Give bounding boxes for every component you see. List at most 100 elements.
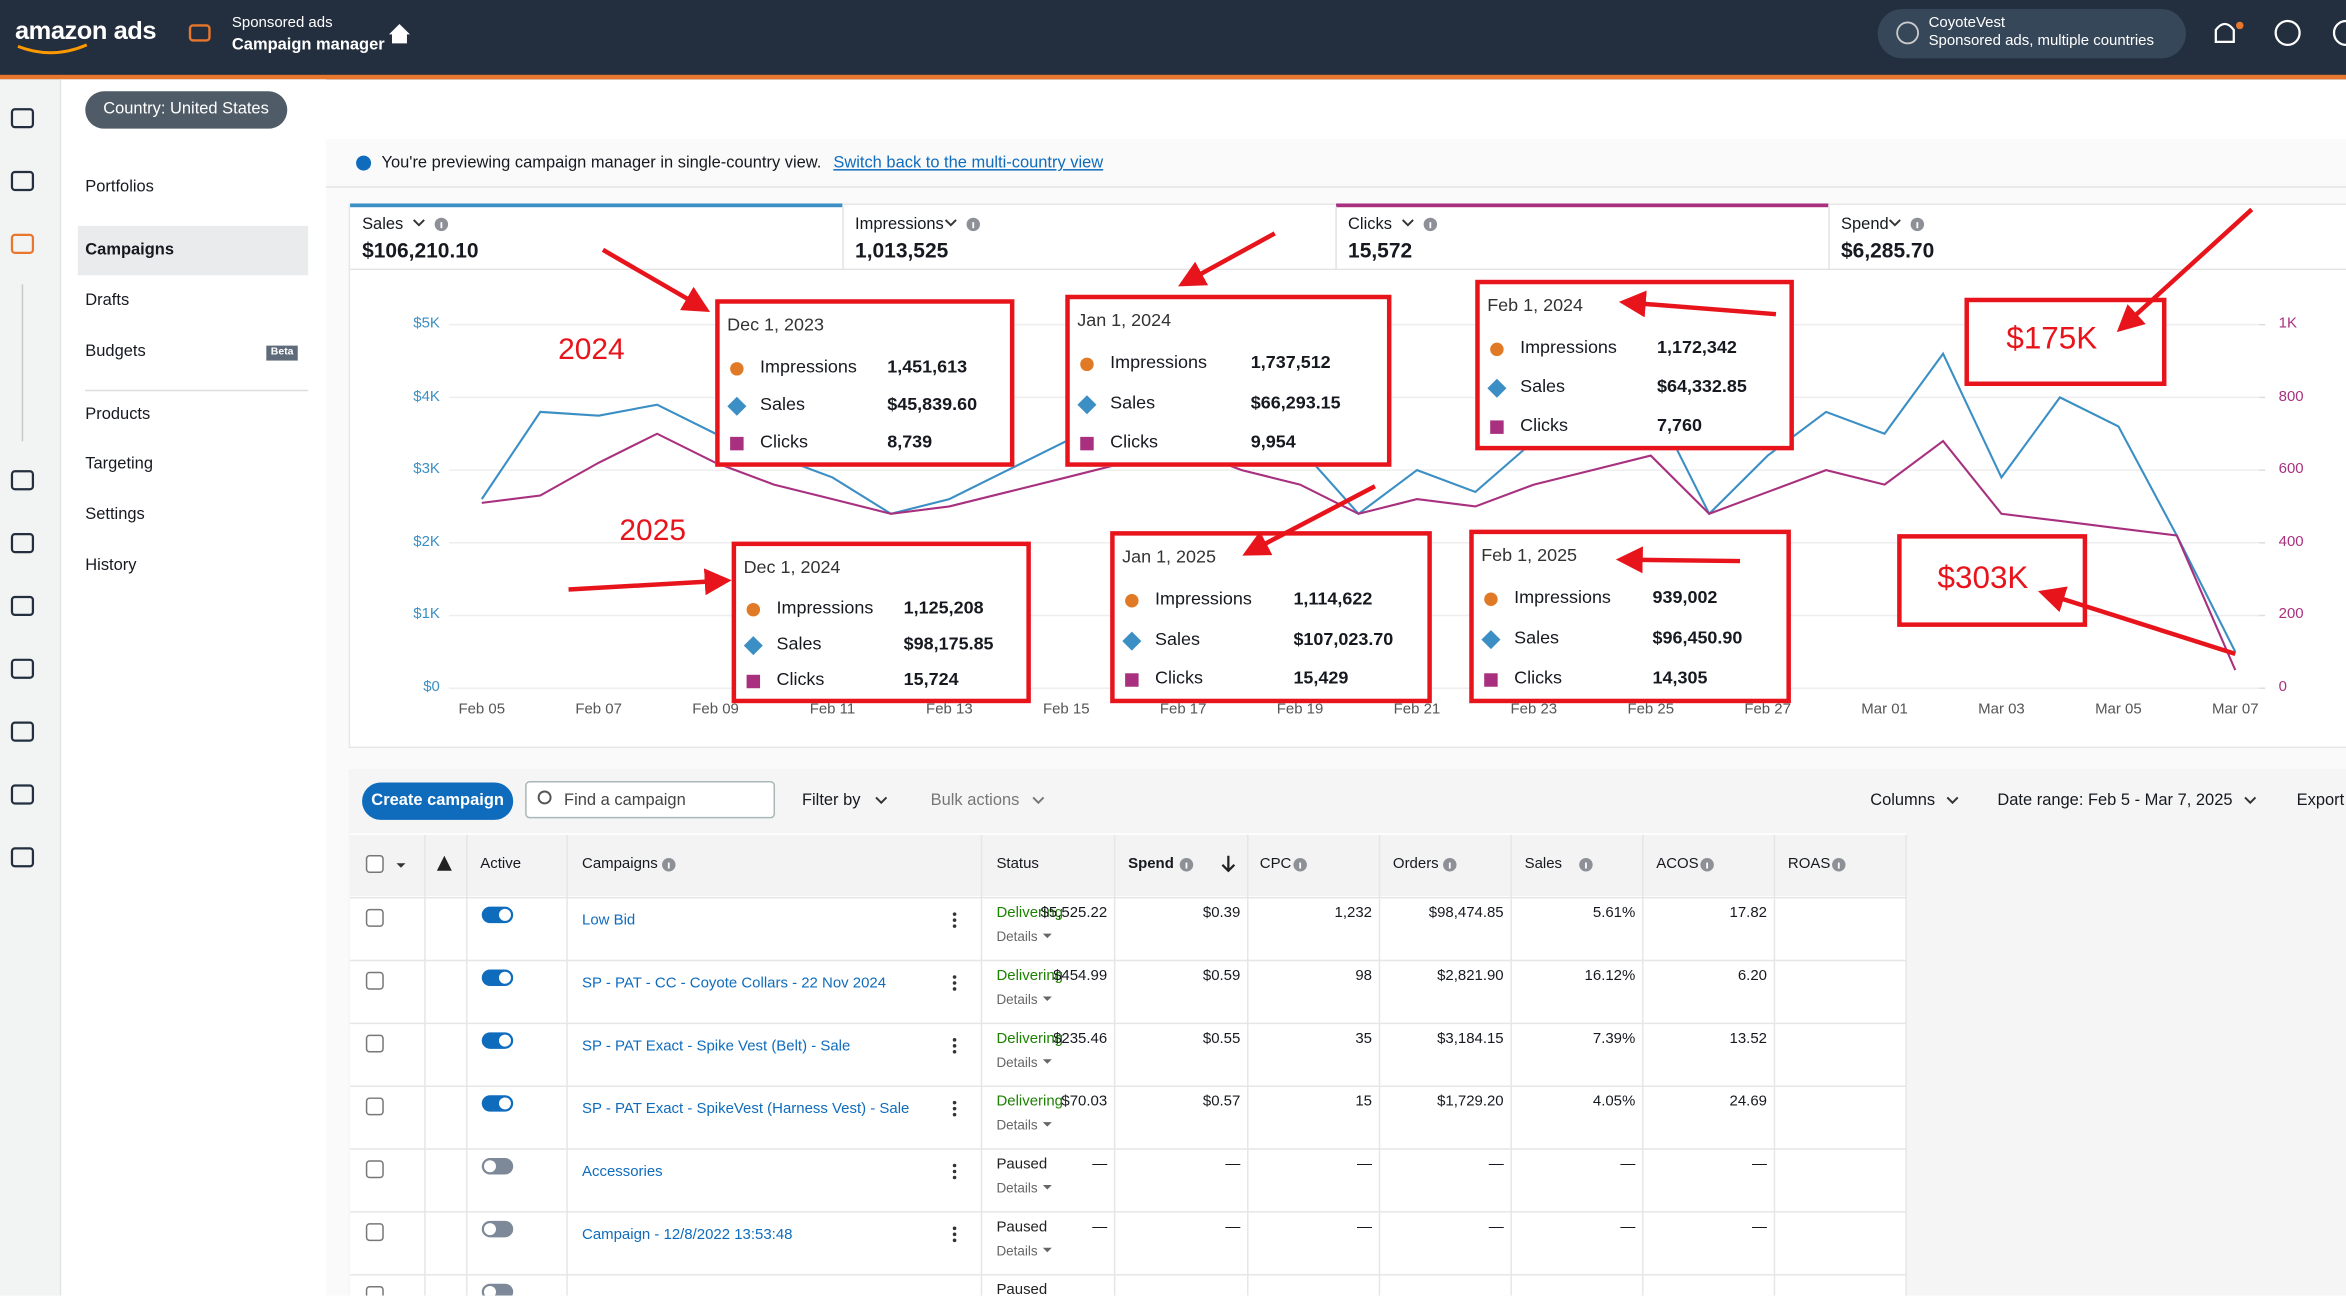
column-header[interactable]: CPC — [1259, 855, 1292, 873]
nav-item[interactable]: Portfolios — [85, 178, 154, 196]
cell-orders: 98 — [1355, 968, 1372, 985]
y2-tick-label: 0 — [2278, 679, 2287, 696]
date-range-button[interactable]: Date range: Feb 5 - Mar 7, 2025 — [1997, 791, 2233, 810]
cell-cpc: $0.57 — [1202, 1093, 1241, 1111]
cell-roas: 6.20 — [1737, 968, 1767, 985]
column-header[interactable]: Active — [480, 855, 522, 873]
notice-link[interactable]: Switch back to the multi-country view — [833, 154, 1104, 173]
campaign-name[interactable]: SP - PAT Exact - Spike Vest (Belt) - Sal… — [582, 1038, 851, 1055]
account-pill — [1877, 8, 2186, 59]
cell-sales: — — [1488, 1156, 1504, 1173]
nav-item[interactable]: Products — [85, 405, 151, 424]
cell-spend: $235.46 — [1053, 1030, 1108, 1048]
tooltip-bullet — [1484, 592, 1498, 607]
campaign-name[interactable]: Accessories — [582, 1164, 663, 1181]
export-button[interactable]: Export — [2296, 791, 2345, 810]
status: Delivering — [996, 968, 1063, 985]
icon-rail — [0, 79, 62, 1296]
x-tick-label: Feb 07 — [575, 701, 622, 719]
x-tick-label: Mar 05 — [2095, 701, 2142, 719]
tooltip-name: Impressions — [1155, 588, 1252, 610]
tooltip-value: $107,023.70 — [1293, 627, 1394, 649]
cell-orders: 15 — [1355, 1093, 1372, 1111]
campaign-name[interactable]: Campaign - 12/8/2022 13:53:48 — [582, 1226, 793, 1244]
column-header[interactable]: Orders — [1392, 855, 1439, 873]
tooltip-bullet — [1490, 342, 1504, 357]
beta-badge: Beta — [266, 345, 299, 361]
country-pill[interactable]: Country: United States — [85, 91, 287, 129]
annotation-text: 2025 — [619, 514, 686, 548]
cell-orders: 35 — [1355, 1030, 1372, 1048]
table-header-bg — [350, 834, 1907, 897]
nav-item[interactable]: Targeting — [85, 454, 154, 473]
tooltip-value: 14,305 — [1652, 666, 1708, 688]
nav-item[interactable]: Drafts — [85, 291, 130, 310]
tooltip-date: Jan 1, 2025 — [1122, 546, 1216, 568]
tooltip: Jan 1, 2024 Impressions 1,737,512 Sales $66,… — [1065, 294, 1392, 467]
nav-item[interactable]: Settings — [85, 505, 145, 524]
cell-cpc: $0.59 — [1202, 968, 1241, 985]
tooltip-name: Sales — [760, 393, 805, 415]
tooltip-bullet — [746, 674, 761, 689]
cell-cpc: — — [1225, 1156, 1241, 1173]
metric-label[interactable]: Impressions — [855, 215, 944, 234]
campaign-name[interactable]: SP - PAT - CC - Coyote Collars - 22 Nov … — [582, 975, 887, 992]
nav-item[interactable]: History — [85, 556, 137, 575]
tooltip-name: Clicks — [1110, 430, 1159, 452]
tooltip: Dec 1, 2023 Impressions 1,451,613 Sales $45,… — [715, 299, 1015, 467]
column-header[interactable]: ROAS — [1787, 855, 1831, 873]
cell-orders: 1,232 — [1334, 905, 1372, 922]
column-header[interactable]: Sales — [1524, 855, 1563, 873]
metric-label[interactable]: Clicks — [1348, 215, 1392, 234]
tooltip-bullet — [1077, 394, 1097, 414]
nav-item[interactable]: Campaigns — [85, 240, 174, 259]
tooltip-name: Impressions — [1520, 336, 1617, 358]
x-tick-label: Mar 01 — [1861, 701, 1908, 719]
column-header[interactable]: ACOS — [1656, 855, 1699, 873]
status-details: Details — [996, 1180, 1038, 1196]
metric-value: $106,210.10 — [362, 237, 479, 262]
bulk-button[interactable]: Bulk actions — [930, 791, 1020, 810]
columns-button[interactable]: Columns — [1870, 791, 1936, 810]
tooltip-bullet — [1487, 378, 1507, 398]
metric-value: 15,572 — [1348, 237, 1413, 262]
cell-acos: 4.05% — [1592, 1093, 1636, 1111]
x-tick-label: Feb 15 — [1042, 701, 1090, 719]
tooltip-value: $45,839.60 — [887, 393, 978, 415]
cell-sales: — — [1488, 1219, 1504, 1236]
search-box[interactable] — [525, 781, 776, 819]
cell-roas: 13.52 — [1729, 1030, 1767, 1048]
x-tick-label: Feb 11 — [809, 701, 856, 719]
tooltip-bullet — [1122, 630, 1142, 650]
y2-tick-label: 400 — [2278, 533, 2304, 551]
status: Paused — [996, 1219, 1048, 1236]
nav-item[interactable]: Budgets — [85, 342, 146, 361]
metric-value: $6,285.70 — [1841, 237, 1935, 262]
x-tick-label: Feb 27 — [1744, 701, 1791, 719]
column-header[interactable]: Status — [996, 855, 1039, 873]
tooltip-value: $98,175.85 — [903, 632, 994, 654]
campaign-name[interactable]: SP - PAT Exact - SpikeVest (Harness Vest… — [582, 1101, 910, 1118]
column-header[interactable]: Campaigns — [582, 855, 658, 873]
metric-label[interactable]: Sales — [362, 215, 404, 234]
campaign-name[interactable]: Low Bid — [582, 912, 636, 930]
tooltip-name: Impressions — [776, 596, 874, 618]
table-body — [350, 833, 1907, 1296]
cell-acos: — — [1620, 1156, 1636, 1173]
tooltip: Dec 1, 2024 Impressions 1,125,208 Sales $98,… — [731, 541, 1031, 704]
status-details: Details — [996, 1054, 1038, 1070]
cell-cpc: — — [1225, 1219, 1241, 1236]
tooltip-bullet — [1490, 420, 1504, 434]
create-button[interactable]: Create campaign — [362, 782, 514, 820]
status-details: Details — [996, 1243, 1038, 1259]
cell-roas: — — [1752, 1219, 1767, 1236]
status-details: Details — [996, 1117, 1038, 1133]
tooltip-value: 1,172,342 — [1657, 336, 1737, 358]
metric-label[interactable]: Spend — [1841, 215, 1889, 234]
cell-spend: $5,525.22 — [1040, 905, 1108, 922]
account-sub: Sponsored ads, multiple countries — [1928, 32, 2154, 50]
column-header[interactable]: Spend — [1128, 855, 1174, 873]
tooltip-name: Clicks — [776, 668, 825, 690]
filter-button[interactable]: Filter by — [801, 791, 861, 810]
tooltip-name: Sales — [1110, 391, 1156, 413]
